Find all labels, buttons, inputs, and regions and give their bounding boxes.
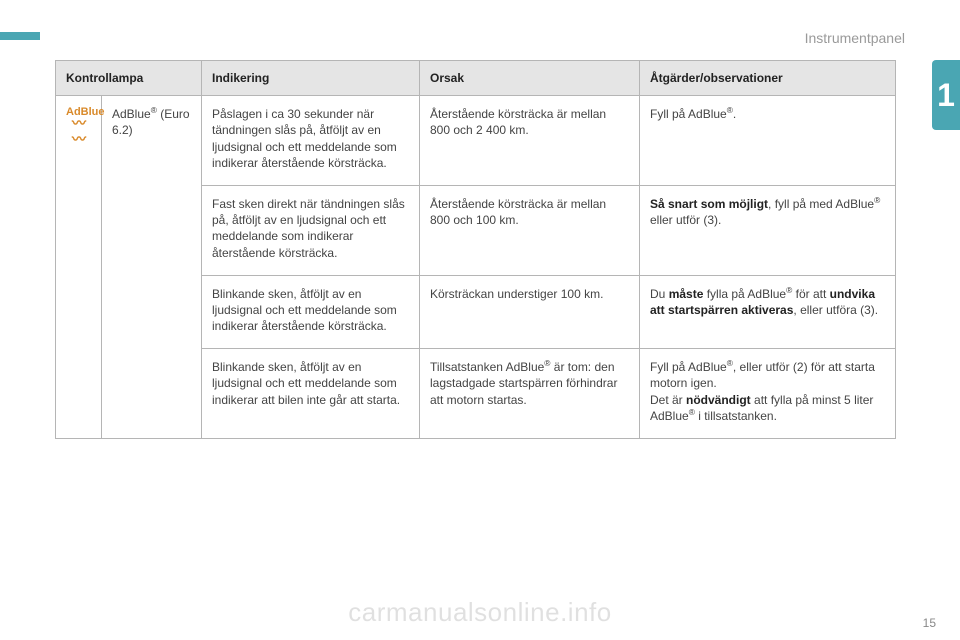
- cell-cause: Återstående körsträcka är mellan 800 och…: [420, 185, 640, 275]
- adblue-icon: AdBlue 〰〰: [66, 106, 91, 147]
- watermark: carmanualsonline.info: [0, 597, 960, 628]
- cell-action: Fyll på AdBlue®.: [640, 96, 896, 186]
- col-action: Åtgärder/observationer: [640, 61, 896, 96]
- cell-cause: Återstående körsträcka är mellan 800 och…: [420, 96, 640, 186]
- adblue-icon-wave: 〰〰: [66, 116, 91, 147]
- section-title: Instrumentpanel: [805, 30, 905, 46]
- cell-action: Fyll på AdBlue®, eller utför (2) för att…: [640, 349, 896, 439]
- cell-action: Du måste fylla på AdBlue® för att undvik…: [640, 275, 896, 349]
- cell-action: Så snart som möjligt, fyll på med AdBlue…: [640, 185, 896, 275]
- table-row: AdBlue 〰〰 AdBlue® (Euro 6.2) Påslagen i …: [56, 96, 896, 186]
- col-indication: Indikering: [202, 61, 420, 96]
- table-head: Kontrollampa Indikering Orsak Åtgärder/o…: [56, 61, 896, 96]
- lamp-name-cell: AdBlue® (Euro 6.2): [102, 96, 202, 439]
- cell-indication: Påslagen i ca 30 sekunder när tändningen…: [202, 96, 420, 186]
- col-cause: Orsak: [420, 61, 640, 96]
- chapter-tab: 1: [932, 60, 960, 130]
- cell-indication: Blinkande sken, åtföljt av en ljudsignal…: [202, 275, 420, 349]
- cell-cause: Tillsatstanken AdBlue® är tom: den lagst…: [420, 349, 640, 439]
- document-page: 1 Instrumentpanel Kontrollampa Indikerin…: [0, 0, 960, 640]
- page-number: 15: [923, 616, 936, 630]
- warning-lamp-table: Kontrollampa Indikering Orsak Åtgärder/o…: [55, 60, 896, 439]
- cell-indication: Fast sken direkt när tändningen slås på,…: [202, 185, 420, 275]
- accent-bar: [0, 32, 40, 40]
- lamp-icon-cell: AdBlue 〰〰: [56, 96, 102, 439]
- cell-cause: Körsträckan understiger 100 km.: [420, 275, 640, 349]
- cell-indication: Blinkande sken, åtföljt av en ljudsignal…: [202, 349, 420, 439]
- col-lamp: Kontrollampa: [56, 61, 202, 96]
